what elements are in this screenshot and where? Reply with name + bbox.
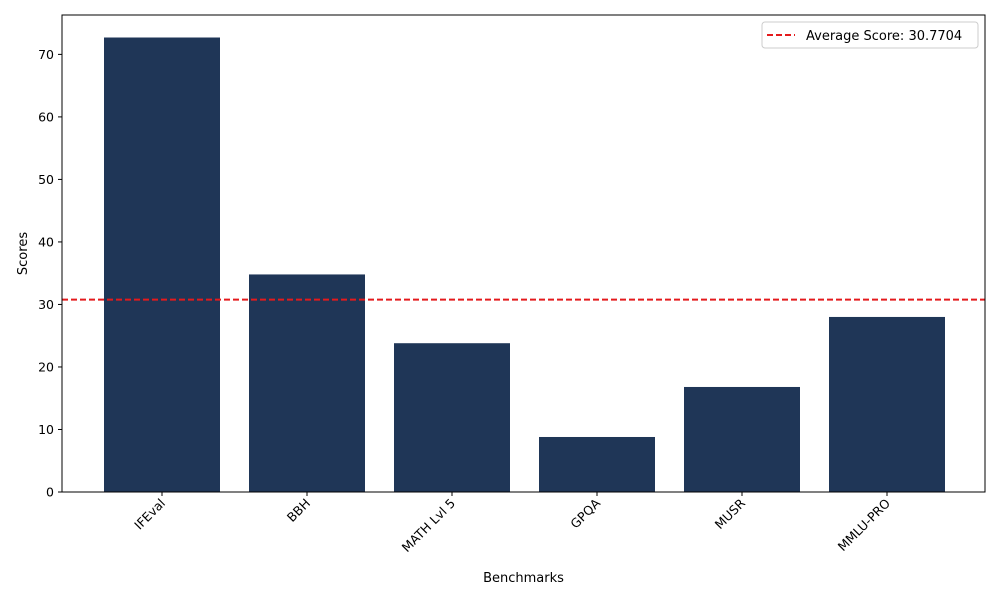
legend-average-label: Average Score: 30.7704 [806,29,962,44]
bar-bbh [249,274,365,492]
bar-mmlu-pro [829,316,945,492]
y-tick-label-70: 70 [38,47,54,62]
bar-math-lvl-5 [394,343,510,492]
y-tick-label-0: 0 [46,485,54,500]
y-axis-title: Scores [16,232,31,275]
bar-ifeval [104,37,220,493]
y-tick-label-50: 50 [38,172,54,187]
bar-musr [684,386,800,492]
y-tick-label-40: 40 [38,234,54,249]
x-axis-title: Benchmarks [483,571,564,586]
legend-box [761,21,979,49]
bar-gpqa [539,436,655,492]
y-axis: 0 10 20 30 40 50 60 70 [38,47,62,500]
bars-layer [104,37,945,493]
y-tick-label-60: 60 [38,109,54,124]
y-tick-label-30: 30 [38,297,54,312]
y-tick-label-20: 20 [38,359,54,374]
y-tick-label-10: 10 [38,422,54,437]
legend: Average Score: 30.7704 [761,21,979,49]
plot-frame [61,14,986,493]
